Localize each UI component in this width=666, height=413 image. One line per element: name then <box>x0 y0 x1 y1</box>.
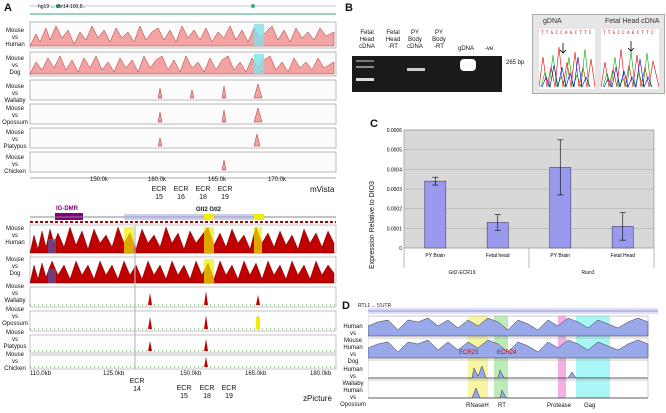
row-text: Mouse vs Dog <box>5 257 24 277</box>
chromatogram-title-right: Fetal Head cDNA <box>605 18 660 25</box>
y-tick-label: 0.0001 <box>387 226 403 232</box>
panel-d-row-label: Human vs Mouse <box>343 324 363 344</box>
gel-lane-label: PY Body cDNA <box>407 30 423 50</box>
chromatogram-title-left: gDNA <box>543 18 562 25</box>
row-text: Mouse vs Dog <box>5 56 24 76</box>
chromatogram-left: T T G C C A G C T T C <box>539 29 595 89</box>
row-text: Mouse vs Opossum <box>2 106 28 126</box>
trace-left <box>539 43 595 89</box>
panel-label-c: C <box>370 118 378 130</box>
trace-right <box>601 41 659 89</box>
zpicture-row-label: Mouse vs Opossum <box>0 307 30 328</box>
mvista-row-label: Mouse vs Opossum <box>0 106 30 127</box>
zpicture-row-label: Mouse vs Human <box>0 226 30 247</box>
mvista-row-label: Mouse vs Platypus <box>0 130 30 151</box>
gel-lane-label: -ve <box>484 46 494 52</box>
ecr23-label: ECR23 <box>459 350 479 356</box>
band-size-label: 265 bp <box>506 60 525 66</box>
mvista-ecr-label: ECR 15 <box>151 186 167 201</box>
panel-d-tracks <box>368 308 658 399</box>
y-tick-label: 0.0004 <box>387 167 403 173</box>
mvista-axis-tick: 150.0k <box>90 177 109 183</box>
domain-label: Gag <box>584 403 596 409</box>
sequence-right: T T G C C A G C T T C <box>603 30 654 35</box>
zpicture-row-label: Mouse vs Chicken <box>0 352 30 373</box>
zpicture-ecr-label: ECR 19 <box>221 385 237 400</box>
chromatogram-right: T T G C C A G C T T C <box>601 29 659 89</box>
ecr24-label: ECR24 <box>497 350 517 356</box>
row-text: Mouse vs Platypus <box>3 130 27 150</box>
zpicture-row-label: Mouse vs Platypus <box>0 330 30 351</box>
mvista-axis-tick: 160.0k <box>148 177 167 183</box>
zpicture-ecr-label: ECR 15 <box>176 385 192 400</box>
x-tick-label: PY Brain <box>550 253 570 259</box>
row-text: Mouse vs Wallaby <box>4 284 26 304</box>
panel-d-header: RTL1 ... 5'UTR <box>358 303 392 309</box>
panel-d-row-label: Human vs Dog <box>343 345 363 365</box>
sequence-left: T T G C C A G C T T C <box>541 30 592 35</box>
zpicture-tracks <box>29 214 337 370</box>
mvista-ecr-label: ECR 18 <box>195 186 211 201</box>
bar <box>424 180 447 249</box>
panel-d-row-label: Human vs Opossum <box>340 388 366 408</box>
domain-label: RNaseH <box>466 403 489 409</box>
chart-group-label: Gtl2-ECR19 <box>448 270 476 276</box>
mvista-ecr-label: ECR 19 <box>217 186 233 201</box>
panel-label-a: A <box>4 2 12 14</box>
zpicture-axis-tick: 125.0kb <box>103 371 125 377</box>
row-text: Mouse vs Chicken <box>4 352 26 372</box>
mvista-axis-tick: 170.0k <box>268 177 287 183</box>
gel-lane-label: Fetal Head -RT <box>385 30 401 50</box>
row-text: Mouse vs Human <box>5 226 25 246</box>
x-tick-label: Fetal Head <box>611 253 636 259</box>
expression-bar-chart: 0 0.0001 0.0002 0.0003 0.0004 0.0005 0.0006 PY … <box>387 128 655 268</box>
panel-label-d: D <box>342 300 350 312</box>
ig-dmr-label: IG-DMR <box>56 206 78 212</box>
mvista-header-text: hg19 ... chr14:100,8.. <box>38 4 86 10</box>
zpicture-row-label: Mouse vs Wallaby <box>0 284 30 305</box>
row-text: Mouse vs Wallaby <box>4 84 26 104</box>
chart-group-label: Rian3 <box>581 270 595 276</box>
domain-label: RT <box>498 403 506 409</box>
gtl2-label: Gtl2 Gtl2 <box>196 207 222 213</box>
mvista-row-label: Mouse vs Human <box>0 28 30 49</box>
x-tick-label: Fetal head <box>486 253 510 259</box>
gel-image <box>352 56 502 92</box>
panel-d-row-label: Human vs Wallaby <box>342 367 364 387</box>
mvista-header-ruler <box>30 4 336 15</box>
zpicture-row-label: Mouse vs Dog <box>0 257 30 278</box>
zpicture-axis-tick: 110.0kb <box>30 371 51 377</box>
x-tick-label: PY Brain <box>425 253 445 259</box>
mvista-row-label: Mouse vs Chicken <box>0 155 30 176</box>
domain-label: Protease <box>547 403 572 409</box>
mvista-row-label: Mouse vs Wallaby <box>0 84 30 105</box>
mvista-axis-tick: 165.0k <box>208 177 227 183</box>
y-tick-label: 0 <box>399 246 402 252</box>
mvista-ecr-label: ECR 16 <box>173 186 189 201</box>
gel-lane-label: Fetal Head cDNA <box>359 30 375 50</box>
row-text: Mouse vs Platypus <box>3 330 27 350</box>
row-text: Mouse vs Opossum <box>2 307 28 327</box>
zpicture-axis-tick: 180.0kb <box>310 371 332 377</box>
y-tick-label: 0.0003 <box>387 187 403 193</box>
row-text: Mouse vs Human <box>5 28 25 48</box>
mvista-tool-label: mVista <box>310 185 335 194</box>
y-tick-label: 0.0002 <box>387 207 403 213</box>
chromatogram-panel: gDNA Fetal Head cDNA T T G C C A G C T T… <box>532 14 665 94</box>
mvista-row-label: Mouse vs Dog <box>0 56 30 77</box>
zpicture-ecr-label: ECR 18 <box>199 385 215 400</box>
panel-label-b: B <box>345 2 353 14</box>
zpicture-axis-tick: 150.0kb <box>180 371 202 377</box>
y-tick-label: 0.0006 <box>387 128 403 134</box>
zpicture-ecr-label: ECR 14 <box>129 378 145 393</box>
zpicture-tool-label: zPicture <box>303 394 332 403</box>
gel-lane-label: PY Body -RT <box>432 30 446 50</box>
row-text: Mouse vs Chicken <box>4 155 26 175</box>
mvista-tracks <box>29 21 337 179</box>
y-tick-label: 0.0005 <box>387 148 403 154</box>
gel-lane-label: gDNA <box>457 46 474 52</box>
zpicture-axis-tick: 165.0kb <box>245 371 267 377</box>
